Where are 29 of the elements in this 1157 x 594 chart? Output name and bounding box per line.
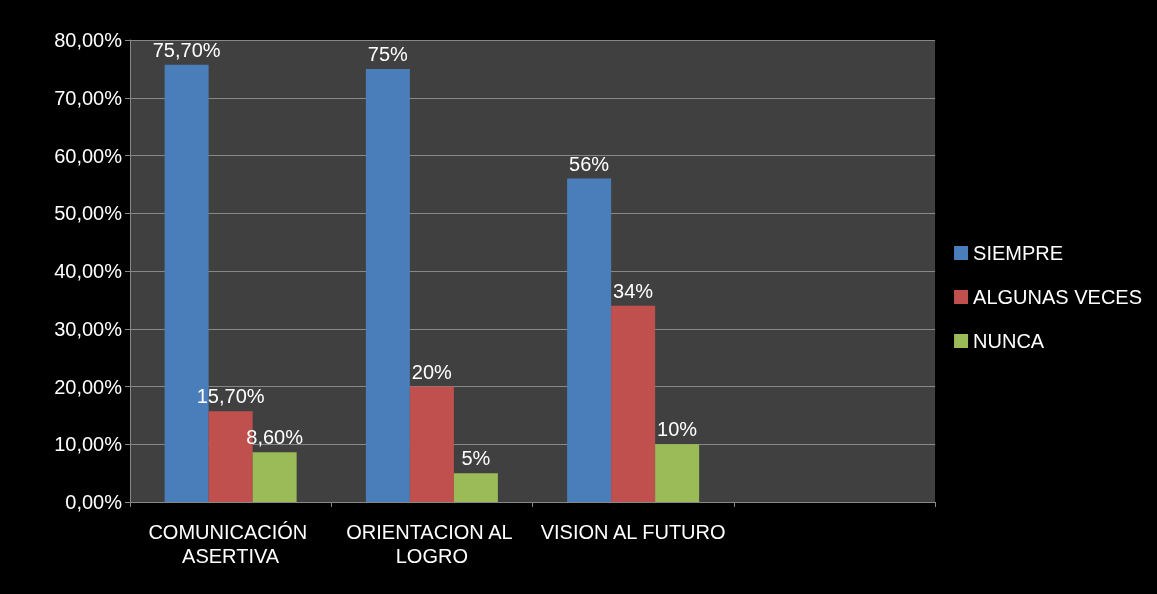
legend-label: NUNCA xyxy=(973,330,1045,352)
bar xyxy=(567,178,612,502)
data-label: 5% xyxy=(461,447,491,470)
y-tick-label: 70,00% xyxy=(54,86,123,109)
y-tick-label: 0,00% xyxy=(65,491,123,513)
data-label: 20% xyxy=(411,360,453,383)
data-label: 10% xyxy=(657,418,698,441)
data-label: 75,70% xyxy=(152,38,221,61)
x-tick-label: COMUNICACIÓN ASERTIVA xyxy=(148,521,313,567)
x-tick-label: VISION AL FUTURO xyxy=(540,521,726,543)
bar xyxy=(453,473,498,502)
y-tick-label: 60,00% xyxy=(54,144,123,167)
y-tick-label: 10,00% xyxy=(54,433,123,456)
legend-label: ALGUNAS VECES xyxy=(973,286,1143,308)
y-tick-label: 40,00% xyxy=(54,260,123,282)
bar xyxy=(409,386,454,502)
y-tick-label: 50,00% xyxy=(54,202,123,225)
data-label: 75% xyxy=(367,42,409,65)
bar xyxy=(365,68,410,502)
y-tick-label: 80,00% xyxy=(54,29,123,51)
y-tick-label: 20,00% xyxy=(54,375,123,398)
legend-label: SIEMPRE xyxy=(973,242,1064,264)
y-tick-label: 30,00% xyxy=(54,317,123,340)
bar xyxy=(655,444,700,502)
data-label: 56% xyxy=(569,152,610,175)
data-label: 34% xyxy=(613,279,654,302)
x-tick-label: ORIENTACION AL LOGRO xyxy=(346,521,518,567)
bar xyxy=(252,452,297,502)
bar xyxy=(611,305,656,502)
